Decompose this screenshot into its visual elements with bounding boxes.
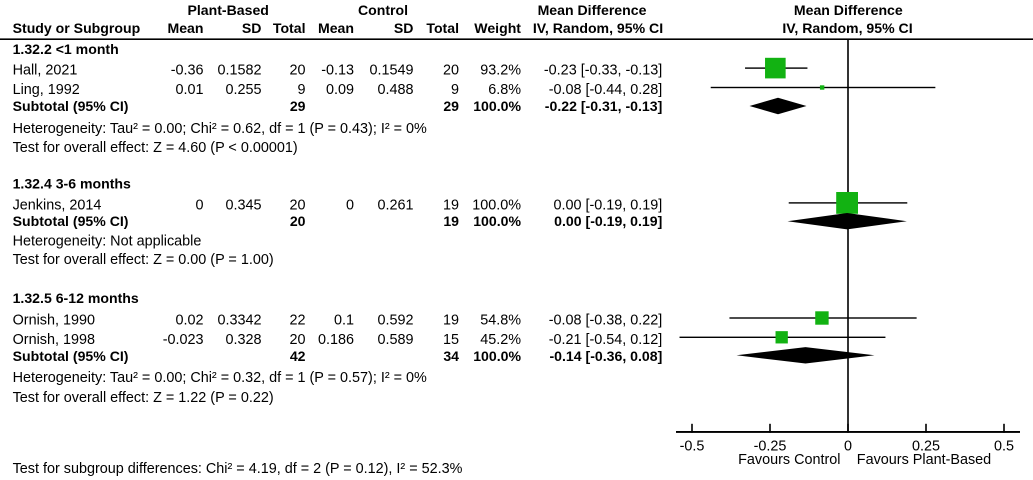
svg-text:Favours Plant-Based: Favours Plant-Based	[857, 452, 991, 468]
svg-text:-0.14 [-0.36, 0.08]: -0.14 [-0.36, 0.08]	[549, 348, 662, 364]
svg-text:-0.21 [-0.54, 0.12]: -0.21 [-0.54, 0.12]	[549, 332, 663, 348]
svg-text:0: 0	[844, 439, 852, 455]
svg-text:19: 19	[443, 313, 459, 329]
svg-text:Jenkins, 2014: Jenkins, 2014	[13, 198, 102, 214]
svg-text:-0.22 [-0.31, -0.13]: -0.22 [-0.31, -0.13]	[545, 98, 663, 114]
svg-text:-0.08 [-0.44, 0.28]: -0.08 [-0.44, 0.28]	[549, 82, 663, 98]
svg-text:0.1: 0.1	[334, 313, 354, 329]
svg-text:20: 20	[289, 332, 305, 348]
svg-text:6.8%: 6.8%	[488, 82, 521, 98]
svg-text:Mean: Mean	[318, 20, 354, 36]
svg-text:Hall, 2021: Hall, 2021	[13, 62, 78, 78]
svg-text:100.0%: 100.0%	[472, 198, 521, 214]
svg-text:-0.5: -0.5	[680, 439, 705, 455]
svg-text:19: 19	[443, 213, 459, 229]
svg-text:0.1549: 0.1549	[369, 62, 413, 78]
svg-text:Ling, 1992: Ling, 1992	[13, 82, 80, 98]
svg-text:20: 20	[289, 198, 305, 214]
svg-text:SD: SD	[394, 20, 414, 36]
svg-text:0.00 [-0.19, 0.19]: 0.00 [-0.19, 0.19]	[554, 213, 662, 229]
svg-text:Mean Difference: Mean Difference	[794, 2, 903, 18]
svg-text:9: 9	[451, 82, 459, 98]
svg-text:0.345: 0.345	[225, 198, 261, 214]
svg-text:0.3342: 0.3342	[217, 313, 261, 329]
svg-text:-0.08 [-0.38, 0.22]: -0.08 [-0.38, 0.22]	[549, 313, 663, 329]
svg-text:20: 20	[289, 62, 305, 78]
svg-text:0.589: 0.589	[377, 332, 413, 348]
svg-text:42: 42	[290, 348, 306, 364]
svg-text:1.32.5 6-12 months: 1.32.5 6-12 months	[13, 290, 139, 306]
svg-text:Favours Control: Favours Control	[738, 452, 840, 468]
svg-text:0.5: 0.5	[994, 439, 1014, 455]
svg-text:IV, Random, 95% CI: IV, Random, 95% CI	[782, 20, 912, 36]
svg-text:Test for overall effect: Z = 0: Test for overall effect: Z = 0.00 (P = 1…	[13, 252, 274, 268]
svg-text:IV, Random, 95% CI: IV, Random, 95% CI	[533, 20, 663, 36]
svg-text:0.186: 0.186	[318, 332, 354, 348]
svg-text:29: 29	[290, 98, 306, 114]
svg-text:-0.23 [-0.33, -0.13]: -0.23 [-0.33, -0.13]	[544, 62, 662, 78]
svg-text:Ornish, 1990: Ornish, 1990	[13, 313, 95, 329]
svg-text:-0.023: -0.023	[163, 332, 204, 348]
svg-text:20: 20	[443, 62, 459, 78]
svg-text:Heterogeneity: Tau² = 0.00; Ch: Heterogeneity: Tau² = 0.00; Chi² = 0.32,…	[13, 370, 427, 386]
svg-text:9: 9	[297, 82, 305, 98]
svg-text:-0.25: -0.25	[754, 439, 787, 455]
svg-text:29: 29	[443, 98, 459, 114]
svg-text:0.261: 0.261	[377, 198, 413, 214]
svg-text:0.01: 0.01	[175, 82, 203, 98]
svg-text:Test for subgroup differences:: Test for subgroup differences: Chi² = 4.…	[13, 461, 463, 477]
svg-text:0.328: 0.328	[225, 332, 261, 348]
svg-text:Test for overall effect: Z = 1: Test for overall effect: Z = 1.22 (P = 0…	[13, 390, 274, 406]
svg-text:Control: Control	[358, 2, 408, 18]
svg-text:Study or Subgroup: Study or Subgroup	[13, 20, 141, 36]
svg-text:15: 15	[443, 332, 459, 348]
svg-text:1.32.2 <1 month: 1.32.2 <1 month	[13, 41, 119, 57]
svg-text:-0.36: -0.36	[171, 62, 204, 78]
svg-text:20: 20	[290, 213, 306, 229]
svg-text:100.0%: 100.0%	[473, 98, 521, 114]
svg-text:0.1582: 0.1582	[217, 62, 261, 78]
svg-text:0.592: 0.592	[377, 313, 413, 329]
svg-text:Total: Total	[426, 20, 459, 36]
svg-text:Total: Total	[273, 20, 306, 36]
svg-text:Mean: Mean	[167, 20, 203, 36]
svg-text:Heterogeneity: Tau² = 0.00; Ch: Heterogeneity: Tau² = 0.00; Chi² = 0.62,…	[13, 121, 427, 137]
svg-text:93.2%: 93.2%	[480, 62, 521, 78]
svg-text:0.02: 0.02	[175, 313, 203, 329]
svg-text:Mean Difference: Mean Difference	[538, 2, 647, 18]
svg-text:45.2%: 45.2%	[480, 332, 521, 348]
svg-text:100.0%: 100.0%	[473, 213, 521, 229]
svg-text:0.255: 0.255	[225, 82, 261, 98]
svg-text:0: 0	[195, 198, 203, 214]
svg-text:Subtotal (95% CI): Subtotal (95% CI)	[13, 213, 129, 229]
svg-text:Weight: Weight	[474, 20, 521, 36]
svg-text:0: 0	[346, 198, 354, 214]
svg-text:54.8%: 54.8%	[480, 313, 521, 329]
svg-text:Subtotal (95% CI): Subtotal (95% CI)	[13, 348, 129, 364]
svg-text:19: 19	[443, 198, 459, 214]
svg-text:0.488: 0.488	[377, 82, 413, 98]
svg-text:SD: SD	[242, 20, 262, 36]
svg-text:Ornish, 1998: Ornish, 1998	[13, 332, 95, 348]
svg-text:Heterogeneity: Not applicable: Heterogeneity: Not applicable	[13, 234, 202, 250]
svg-text:22: 22	[289, 313, 305, 329]
svg-text:34: 34	[443, 348, 459, 364]
svg-text:Plant-Based: Plant-Based	[187, 2, 268, 18]
svg-text:Subtotal (95% CI): Subtotal (95% CI)	[13, 98, 129, 114]
svg-text:0.09: 0.09	[326, 82, 354, 98]
svg-text:0.00 [-0.19, 0.19]: 0.00 [-0.19, 0.19]	[553, 198, 662, 214]
svg-text:100.0%: 100.0%	[473, 348, 521, 364]
svg-text:0.25: 0.25	[912, 439, 940, 455]
svg-text:-0.13: -0.13	[321, 62, 354, 78]
svg-text:Test for overall effect: Z = 4: Test for overall effect: Z = 4.60 (P < 0…	[13, 140, 298, 156]
svg-text:1.32.4 3-6 months: 1.32.4 3-6 months	[13, 176, 131, 192]
